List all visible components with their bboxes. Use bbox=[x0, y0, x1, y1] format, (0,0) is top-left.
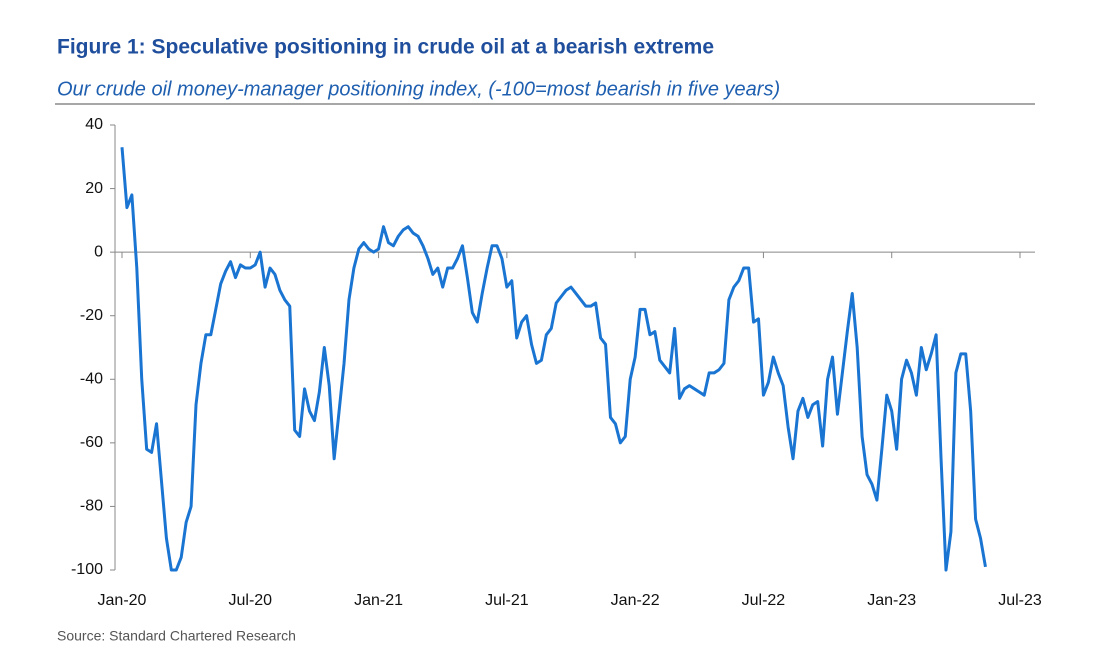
chart-subtitle: Our crude oil money-manager positioning … bbox=[57, 78, 780, 100]
chart-title: Figure 1: Speculative positioning in cru… bbox=[57, 36, 714, 59]
x-tick-label: Jul-23 bbox=[998, 592, 1042, 609]
x-tick-label: Jan-22 bbox=[611, 592, 660, 609]
y-tick-label: -80 bbox=[80, 498, 103, 515]
y-tick-label: 40 bbox=[85, 116, 103, 133]
x-tick-label: Jan-20 bbox=[98, 592, 147, 609]
y-tick-label: -100 bbox=[71, 561, 103, 578]
source-note: Source: Standard Chartered Research bbox=[57, 628, 296, 644]
data-line bbox=[120, 147, 987, 572]
x-tick-label: Jan-21 bbox=[354, 592, 403, 609]
y-tick-label: -40 bbox=[80, 371, 103, 388]
y-tick-label: -20 bbox=[80, 307, 103, 324]
x-tick-label: Jan-23 bbox=[867, 592, 916, 609]
y-tick-label: 20 bbox=[85, 180, 103, 197]
x-tick-label: Jul-20 bbox=[228, 592, 272, 609]
y-tick-label: 0 bbox=[94, 243, 103, 260]
y-tick-label: -60 bbox=[80, 434, 103, 451]
x-tick-label: Jul-22 bbox=[742, 592, 786, 609]
x-tick-label: Jul-21 bbox=[485, 592, 529, 609]
